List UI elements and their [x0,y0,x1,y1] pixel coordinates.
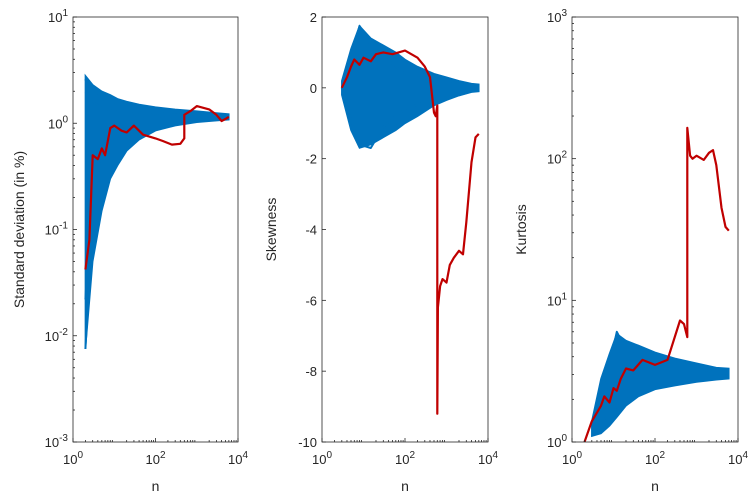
kurtosis-y-tick-label: 103 [547,8,567,25]
std-dev-y-tick-label: 100 [48,114,68,131]
kurtosis-observed-line-2 [583,126,730,442]
skewness-x-tick-label: 102 [395,450,415,467]
kurtosis-x-tick-label: 102 [645,450,665,467]
std-dev-plot-area [84,73,230,350]
std-dev-y-axis-label: Standard deviation (in %) [11,151,27,308]
kurtosis-plot-area [583,126,730,442]
std-dev-x-tick-label: 100 [63,450,83,467]
kurtosis-panel: 100 102 104 100 101 102 103 n Kurtosis [513,8,748,494]
kurtosis-simulated-line-1 [591,374,729,437]
skewness-y-tick-label: 2 [310,10,317,25]
skewness-simulated-band [341,24,480,149]
kurtosis-y-axis-label: Kurtosis [513,204,529,255]
std-dev-observed-line-4 [84,104,230,270]
skewness-x-tick-label: 100 [312,450,332,467]
std-dev-y-tick-label: 10-2 [45,327,69,344]
std-dev-y-tick-label: 10-3 [45,433,69,450]
std-dev-y-tick-label: 101 [48,8,68,25]
skewness-x-axis-label: n [401,478,409,494]
skewness-plot-area [340,24,480,415]
skewness-y-axis-label: Skewness [263,198,279,262]
skewness-y-tick-label: -2 [305,152,317,167]
skewness-y-tick-label: 0 [310,81,317,96]
skewness-y-tick-label: -4 [305,223,317,238]
kurtosis-y-tick-label: 101 [547,291,567,308]
skewness-y-tick-label: -8 [305,364,317,379]
std-dev-x-axis-label: n [152,478,160,494]
skewness-observed-line-2 [340,49,480,415]
skewness-panel: 100 102 104 -10 -8 -6 -4 -2 0 2 n Skewness [263,10,498,494]
kurtosis-x-tick-label: 104 [728,450,748,467]
skewness-simulated-line-1 [340,87,479,149]
skewness-simulated-line-0 [340,24,479,89]
std-dev-x-tick-label: 102 [145,450,165,467]
kurtosis-x-axis-label: n [651,478,659,494]
std-dev-x-tick-label: 104 [228,450,248,467]
kurtosis-y-tick-label: 100 [547,433,567,450]
skewness-y-tick-label: -10 [298,435,317,450]
skewness-y-tick-label: -6 [305,293,317,308]
kurtosis-y-tick-label: 102 [547,150,567,167]
std-dev-panel: 100 102 104 10-3 10-2 10-1 100 101 n Standard dev… [11,8,248,494]
kurtosis-simulated-line-0 [590,330,729,427]
std-dev-simulated-line-3 [84,85,229,118]
std-dev-simulated-band [84,73,230,350]
std-dev-y-tick-label: 10-1 [45,221,69,238]
kurtosis-x-tick-label: 100 [562,450,582,467]
skewness-x-tick-label: 104 [478,450,498,467]
